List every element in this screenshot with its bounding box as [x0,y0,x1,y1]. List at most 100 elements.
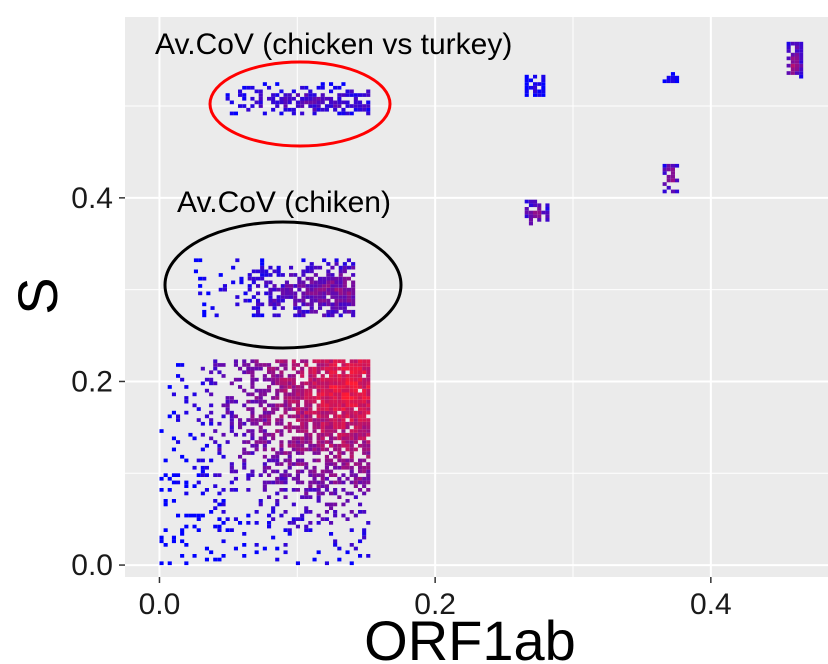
heatmap-cell [235,302,240,307]
heatmap-cell [312,480,317,485]
heatmap-cell [213,524,218,529]
heatmap-cell [159,539,164,544]
heatmap-cell [353,366,358,371]
heatmap-cell [366,476,371,481]
heatmap-cell [250,451,255,455]
heatmap-cell [366,374,371,378]
heatmap-cell [291,436,296,441]
heatmap-cell [217,421,222,426]
heatmap-cell [312,377,317,382]
heatmap-cell [329,443,334,448]
heatmap-cell [366,418,371,422]
heatmap-cell [320,447,325,452]
heatmap-cell [342,306,347,310]
heatmap-cell [184,399,189,404]
heatmap-cell [362,510,367,514]
heatmap-cell [326,298,331,303]
heatmap-cell [221,510,226,514]
heatmap-cell [345,366,350,371]
heatmap-cell [358,554,363,558]
heatmap-cell [366,363,371,367]
heatmap-cell [662,171,667,175]
heatmap-cell [341,480,346,485]
heatmap-cell [333,502,338,507]
heatmap-cell [338,291,343,296]
heatmap-cell [275,381,280,386]
heatmap-cell [528,199,533,204]
heatmap-cell [291,96,296,101]
heatmap-cell [533,74,538,79]
heatmap-cell [276,313,281,318]
heatmap-cell [200,458,205,463]
heatmap-cell [351,273,356,277]
heatmap-cell [251,313,256,318]
annotation-circle-chiken [163,220,403,350]
heatmap-cell [316,104,321,108]
heatmap-cell [334,262,339,266]
heatmap-cell [271,100,276,105]
heatmap-cell [268,291,273,296]
heatmap-cell [258,425,263,430]
heatmap-cell [333,421,338,426]
heatmap-cell [308,418,313,422]
heatmap-cell [275,396,280,400]
heatmap-cell [204,546,209,551]
heatmap-cell [322,287,327,292]
heatmap-cell [283,510,288,514]
heatmap-cell [238,104,243,108]
heatmap-cell [209,381,214,386]
heatmap-cell [322,276,327,281]
heatmap-cell [533,210,538,215]
heatmap-cell [341,421,346,426]
heatmap-cell [324,517,329,521]
heatmap-cell [338,306,343,310]
heatmap-cell [324,502,329,507]
heatmap-cell [304,425,309,430]
heatmap-cell [188,513,193,518]
annotation-circle-chicken-vs-turkey [208,60,392,148]
heatmap-cell [799,52,804,57]
heatmap-cell [250,359,255,364]
heatmap-cell [333,359,338,364]
heatmap-cell [312,93,317,97]
heatmap-cell [308,410,313,415]
heatmap-cell [295,476,300,481]
heatmap-cell [254,366,259,371]
heatmap-cell [326,287,331,292]
heatmap-cell [312,396,317,400]
heatmap-cell [246,429,251,433]
heatmap-cell [366,451,371,455]
heatmap-cell [287,458,292,463]
heatmap-cell [198,291,203,296]
heatmap-cell [308,484,313,488]
heatmap-cell [345,440,350,444]
heatmap-cell [297,306,302,310]
heatmap-cell [287,385,292,389]
heatmap-cell [309,284,314,288]
heatmap-cell [300,458,305,463]
heatmap-cell [349,388,354,393]
heatmap-cell [260,273,265,277]
heatmap-cell [334,298,339,303]
heatmap-cell [304,85,309,90]
heatmap-cell [308,528,313,532]
heatmap-cell [246,418,251,422]
heatmap-cell [345,421,350,426]
heatmap-cell [304,465,309,470]
heatmap-cell [366,370,371,375]
heatmap-cell [287,443,292,448]
heatmap-cell [333,513,338,518]
heatmap-cell [337,476,342,481]
heatmap-cell [287,93,292,97]
heatmap-cell [308,407,313,411]
heatmap-cell [239,276,244,281]
heatmap-cell [279,374,284,378]
heatmap-cell [250,399,255,404]
heatmap-cell [301,302,306,307]
heatmap-cell [238,89,243,94]
heatmap-cell [279,462,284,466]
heatmap-cell [345,462,350,466]
heatmap-cell [320,410,325,415]
heatmap-cell [324,407,329,411]
heatmap-cell [349,491,354,496]
